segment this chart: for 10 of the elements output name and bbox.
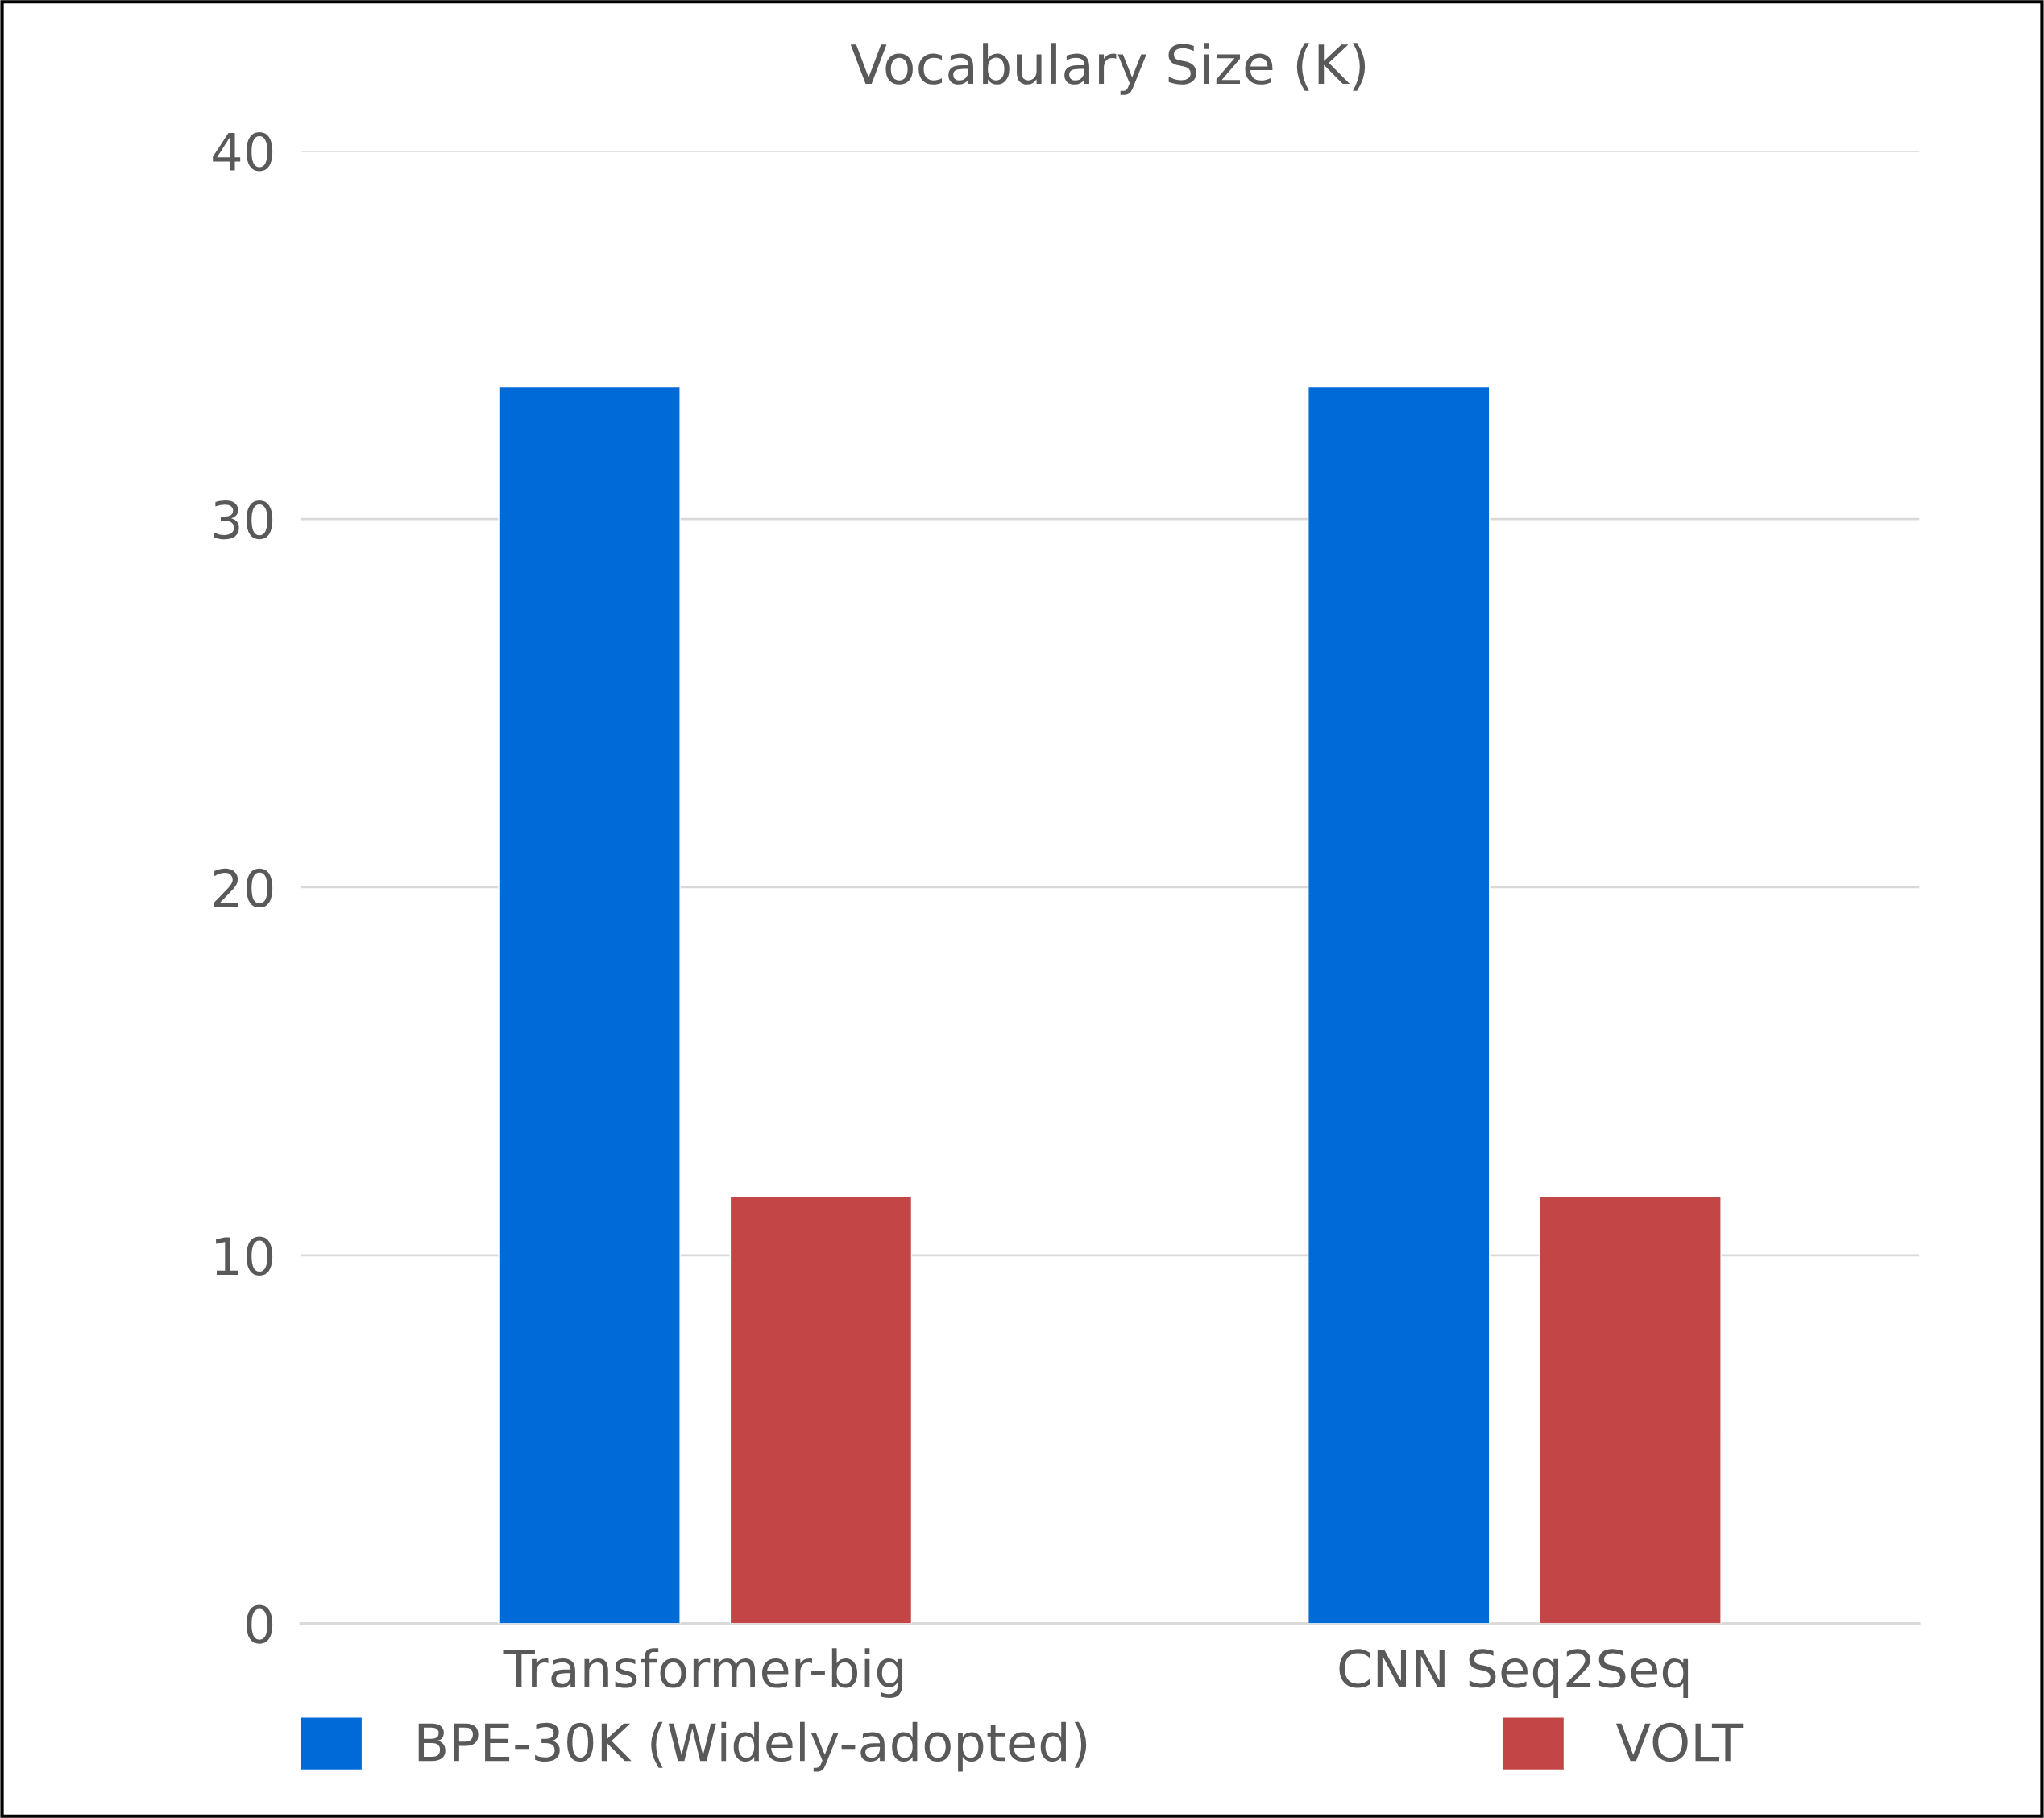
y-tick-label: 20: [214, 868, 273, 908]
legend-label: BPE-30K (Widely-adopted): [418, 1721, 1087, 1772]
y-tick-label: 30: [214, 500, 273, 540]
y-tick-label: 40: [213, 132, 273, 172]
legend-label: VOLT: [1615, 1722, 1744, 1762]
x-tick-label: Transformer-big: [503, 1648, 903, 1698]
y-tick-label: 10: [216, 1236, 273, 1276]
x-tick-label: CNN Seq2Seq: [1339, 1649, 1689, 1698]
y-tick-label: 0: [246, 1604, 273, 1644]
chart-title: Vocabulary Size (K): [850, 43, 1366, 95]
